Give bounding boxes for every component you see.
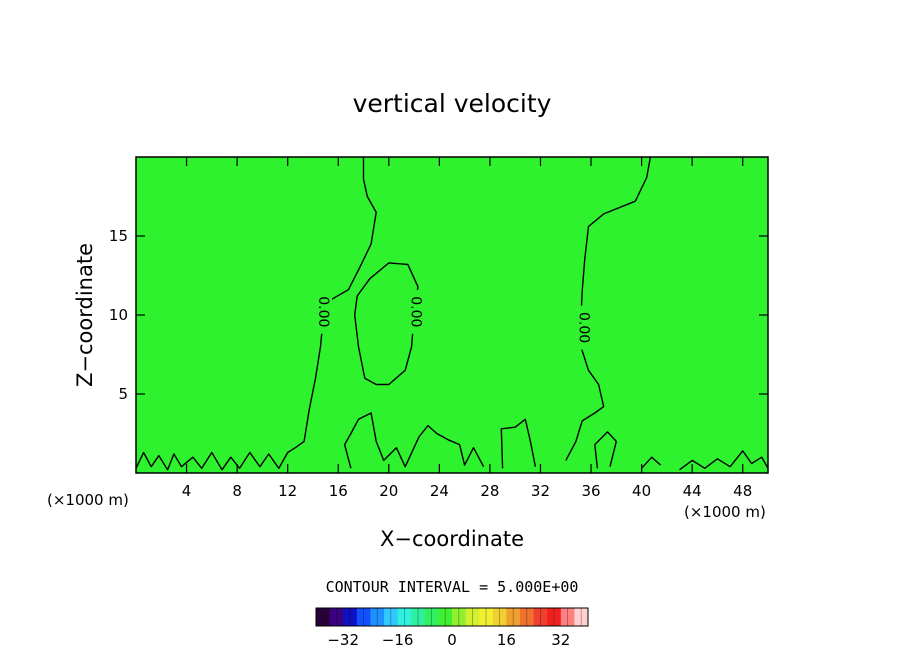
contour-interval-label: CONTOUR INTERVAL = 5.000E+00 <box>326 578 579 596</box>
contour-line-6 <box>594 431 617 469</box>
x-tick-label: 32 <box>531 482 550 500</box>
x-tick-label: 12 <box>278 482 297 500</box>
x-tick-label: 40 <box>632 482 651 500</box>
contour-line-8 <box>679 450 769 471</box>
colorbar-tick-label: −16 <box>382 631 414 649</box>
colorbar-swatch <box>574 608 589 626</box>
y-tick-label: 10 <box>109 306 128 324</box>
contour-line-4 <box>500 418 537 469</box>
x-tick-label: 24 <box>430 482 449 500</box>
x-unit-right: (×1000 m) <box>684 503 766 521</box>
colorbar-swatch <box>547 608 562 626</box>
contour-label: 0.00 <box>407 296 423 327</box>
y-axis-label: Z−coordinate <box>73 243 97 387</box>
colorbar-swatch <box>560 608 575 626</box>
contour-line-3 <box>343 412 485 469</box>
x-tick-label: 4 <box>182 482 192 500</box>
colorbar-tick-label: 0 <box>447 631 457 649</box>
colorbar <box>315 607 589 627</box>
colorbar-tick-label: 16 <box>497 631 516 649</box>
contour-label-bg <box>314 289 333 334</box>
colorbar-tick-label: 32 <box>551 631 570 649</box>
y-tick-label: 15 <box>109 227 128 245</box>
contour-line-2 <box>354 262 419 386</box>
colorbar-swatch <box>384 608 398 626</box>
colorbar-tick-label: −32 <box>327 631 359 649</box>
contour-label: 0.00 <box>575 312 591 343</box>
colorbar-swatch <box>465 608 480 626</box>
x-axis-label: X−coordinate <box>380 527 524 551</box>
x-unit-left: (×1000 m) <box>47 491 129 509</box>
colorbar-swatch <box>492 608 507 626</box>
x-tick-label: 28 <box>480 482 499 500</box>
contour-labels: 0.00 0.00 0.00 <box>314 289 593 350</box>
colorbar-swatch <box>329 608 344 626</box>
colorbar-swatch <box>316 608 330 626</box>
contour-label-bg <box>406 289 425 334</box>
y-tick-label: 5 <box>118 385 128 403</box>
colorbar-swatch <box>411 608 426 626</box>
colorbar-swatch <box>343 608 358 626</box>
velocity-field <box>136 157 768 473</box>
colorbar-swatch <box>452 608 466 626</box>
x-tick-label: 16 <box>329 482 348 500</box>
colorbar-swatch <box>370 608 385 626</box>
contour-label-bg <box>574 305 593 350</box>
plot-area: 0.00 0.00 0.00 <box>135 156 769 474</box>
colorbar-swatch <box>533 608 548 626</box>
colorbar-swatch <box>424 608 439 626</box>
x-tick-label: 48 <box>733 482 752 500</box>
x-tick-label: 20 <box>379 482 398 500</box>
colorbar-swatch <box>479 608 494 626</box>
x-tick-label: 36 <box>581 482 600 500</box>
colorbar-swatch <box>520 608 534 626</box>
x-axis-ticks: 4 8 12 16 20 24 28 32 36 40 44 48 <box>182 157 752 500</box>
contour-line-7 <box>641 456 662 469</box>
colorbar-ticks: −32 −16 0 16 32 <box>327 631 570 649</box>
x-tick-label: 8 <box>232 482 242 500</box>
x-tick-label: 44 <box>683 482 702 500</box>
colorbar-frame <box>315 607 589 627</box>
contour-line-1 <box>135 157 377 471</box>
chart-title: vertical velocity <box>353 89 552 118</box>
y-axis-ticks: 5 10 15 <box>109 227 768 403</box>
colorbar-swatch <box>397 608 412 626</box>
colorbar-swatch <box>506 608 521 626</box>
colorbar-swatch <box>438 608 453 626</box>
colorbar-swatch <box>356 608 371 626</box>
contour-label: 0.00 <box>315 296 331 327</box>
